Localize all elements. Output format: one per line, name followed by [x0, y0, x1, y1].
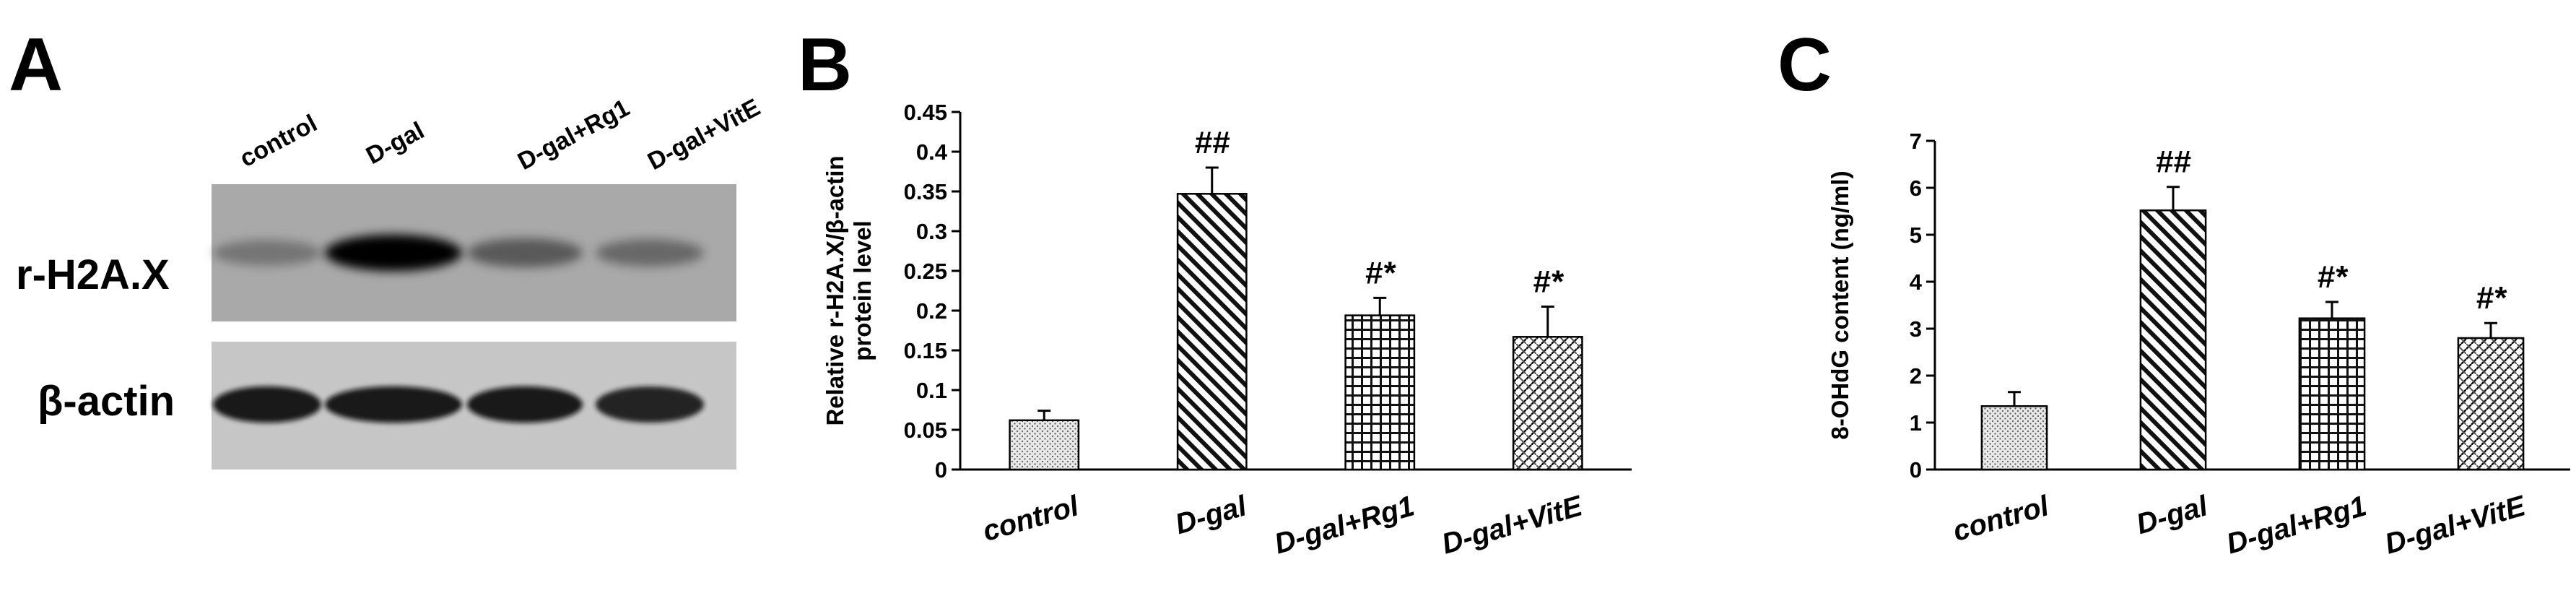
blot-strip-actin	[212, 342, 736, 470]
chart-b-category-label-4: D-gal+VitE	[1438, 490, 1586, 561]
chart-c-bar-1	[1980, 405, 2048, 471]
bar-chart-h2ax: B 0 0.05 0.1 0.15 0.2 0.25 0.3 0.35 0.4 0.45 Relat…	[798, 23, 1632, 561]
chart-b-y-tick-label: 0.2	[916, 298, 947, 324]
chart-c-y-tick-label: 2	[1910, 363, 1922, 389]
lane-labels: control D-gal D-gal+Rg1 D-gal+VitE	[235, 94, 765, 176]
chart-b-category-label-3: D-gal+Rg1	[1271, 490, 1417, 560]
chart-c-y-tick-label: 4	[1910, 269, 1923, 295]
chart-c-plot: 0 1 2 3 4 5 6 7 8-OHdG content (ng/ml) control ## D…	[1827, 129, 2570, 561]
chart-c-bar-2	[2139, 209, 2207, 471]
blot-band-actin-4	[596, 386, 704, 423]
chart-b-y-tick-label: 0.4	[916, 139, 948, 165]
chart-c-y-tick-label: 0	[1910, 457, 1922, 483]
chart-b-category-label-1: control	[979, 490, 1082, 548]
western-blot-panel: A control D-gal D-gal+Rg1 D-gal+VitE r-H…	[9, 23, 765, 470]
chart-b-significance-4: #*	[1533, 264, 1564, 300]
chart-c-y-tick-label: 5	[1910, 222, 1922, 248]
blot-row-label-h2ax: r-H2A.X	[16, 251, 170, 298]
blot-band-actin-3	[467, 386, 583, 423]
chart-b-y-tick-label: 0.45	[904, 100, 947, 125]
chart-b-y-tick-label: 0.3	[916, 219, 947, 244]
panel-label-c: C	[1777, 23, 1832, 107]
chart-c-bar-4	[2457, 337, 2525, 471]
chart-c-significance-4: #*	[2476, 280, 2507, 316]
chart-b-bar-3	[1344, 314, 1416, 471]
chart-b-y-tick-label: 0.1	[916, 378, 947, 403]
chart-c-category-label-4: D-gal+VitE	[2381, 490, 2529, 561]
chart-c-significance-3: #*	[2317, 259, 2348, 295]
blot-band-actin-1	[213, 386, 321, 423]
blot-band-h2ax-4	[596, 239, 704, 267]
chart-b-bar-1	[1009, 419, 1080, 471]
bar-chart-8ohdg: C 0 1 2 3 4 5 6 7 8-OHdG content (ng/ml) control #…	[1777, 23, 2570, 561]
chart-c-bar-3	[2298, 317, 2366, 471]
blot-strip-h2ax	[212, 184, 736, 321]
chart-b-y-tick-label: 0.05	[904, 418, 947, 443]
chart-c-y-tick-label: 6	[1910, 176, 1922, 201]
blot-row-label-actin: β-actin	[38, 378, 175, 425]
chart-b-y-tick-label: 0.25	[904, 259, 947, 284]
chart-b-y-tick-label: 0	[935, 457, 947, 483]
chart-b-y-axis-label: Relative r-H2A.X/β-actin	[822, 155, 848, 425]
chart-b-significance-2: ##	[1194, 125, 1230, 160]
chart-b-bar-2	[1176, 193, 1248, 471]
chart-c-y-tick-label: 3	[1910, 316, 1922, 342]
chart-b-bar-4	[1512, 336, 1583, 471]
chart-c-category-label-3: D-gal+Rg1	[2223, 490, 2370, 560]
chart-c-category-label-2: D-gal	[2133, 490, 2211, 540]
blot-band-h2ax-2	[325, 234, 462, 272]
lane-label-dgal: D-gal	[362, 117, 429, 170]
chart-b-y-axis-label: protein level	[849, 220, 876, 360]
blot-band-actin-2	[325, 386, 462, 423]
chart-c-significance-2: ##	[2156, 144, 2191, 180]
chart-b-y-tick-label: 0.35	[904, 179, 947, 204]
chart-c-y-tick-label: 1	[1910, 410, 1922, 436]
chart-b-y-tick-label: 0.15	[904, 338, 947, 363]
chart-c-y-axis-label: 8-OHdG content (ng/ml)	[1827, 170, 1853, 439]
chart-c-y-tick-label: 7	[1910, 129, 1922, 154]
lane-label-dgal-vite: D-gal+VitE	[643, 94, 765, 176]
chart-b-significance-3: #*	[1365, 255, 1396, 290]
panel-label-a: A	[9, 23, 63, 107]
chart-c-category-label-1: control	[1949, 490, 2053, 548]
lane-label-control: control	[235, 109, 322, 173]
blot-band-h2ax-3	[467, 238, 583, 268]
chart-b-category-label-2: D-gal	[1172, 490, 1250, 540]
chart-b-plot: 0 0.05 0.1 0.15 0.2 0.25 0.3 0.35 0.4 0.45 Relativ…	[822, 100, 1632, 561]
panel-label-b: B	[798, 23, 852, 107]
lane-label-dgal-rg1: D-gal+Rg1	[513, 94, 634, 176]
blot-band-h2ax-1	[213, 240, 321, 266]
